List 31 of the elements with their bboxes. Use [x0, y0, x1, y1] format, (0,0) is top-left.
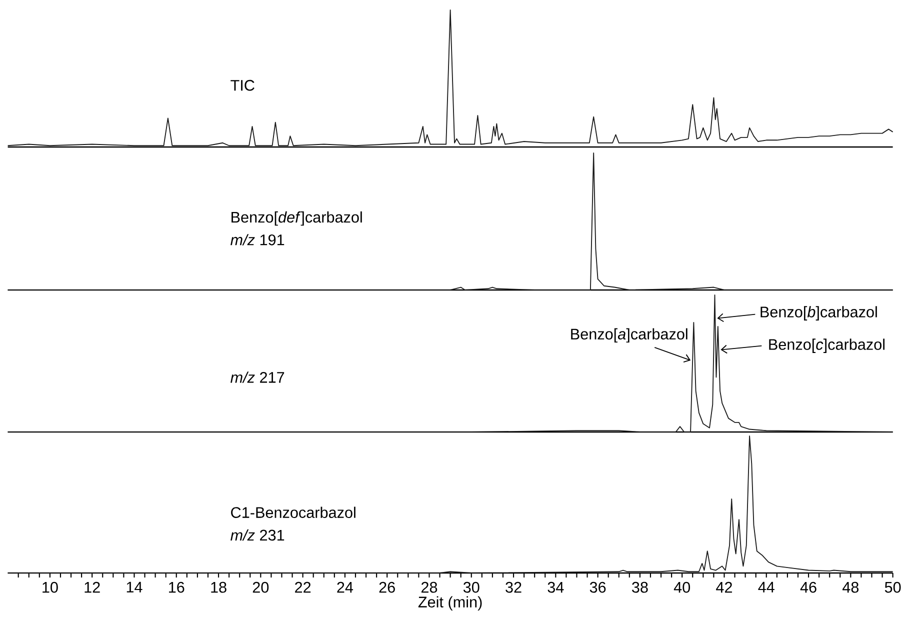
x-tick-label: 40 [674, 582, 690, 593]
x-tick-label: 34 [548, 582, 564, 593]
x-tick-label: 42 [716, 582, 732, 593]
x-axis-title: Zeit (min) [418, 596, 482, 611]
x-tick-label: 36 [590, 582, 606, 593]
x-tick-label: 30 [463, 582, 480, 593]
x-tick-label: 46 [800, 582, 816, 593]
x-tick-label: 26 [379, 582, 395, 593]
x-tick-label: 16 [169, 582, 184, 593]
text: TIC [230, 80, 254, 91]
text: m/z 231 [230, 529, 284, 541]
text: m/z 217 [230, 372, 284, 383]
x-tick-label: 38 [632, 582, 648, 593]
text: Benzo[def]carbazol [232, 211, 362, 226]
x-tick-label: 24 [337, 582, 354, 593]
annotation: Benzo[b]carbazol [760, 306, 877, 320]
text: C1-Benzocarbazol [231, 506, 356, 518]
x-tick-label: 12 [84, 582, 100, 593]
x-tick-label: 22 [295, 582, 311, 593]
annotation: Benzo[c]carbazol [769, 338, 885, 353]
x-tick-label: 44 [758, 582, 774, 592]
x-tick-label: 50 [884, 582, 901, 593]
x-tick-label: 48 [842, 582, 859, 593]
x-tick-label: 10 [42, 582, 58, 593]
x-tick-label: 32 [506, 582, 522, 593]
x-tick-label: 28 [421, 582, 438, 593]
x-tick-label: 18 [211, 582, 226, 593]
text: m/z 191 [230, 234, 284, 246]
x-tick-label: 14 [126, 582, 142, 592]
x-tick-label: 20 [252, 582, 269, 593]
annotation: Benzo[a]carbazol [571, 328, 688, 343]
